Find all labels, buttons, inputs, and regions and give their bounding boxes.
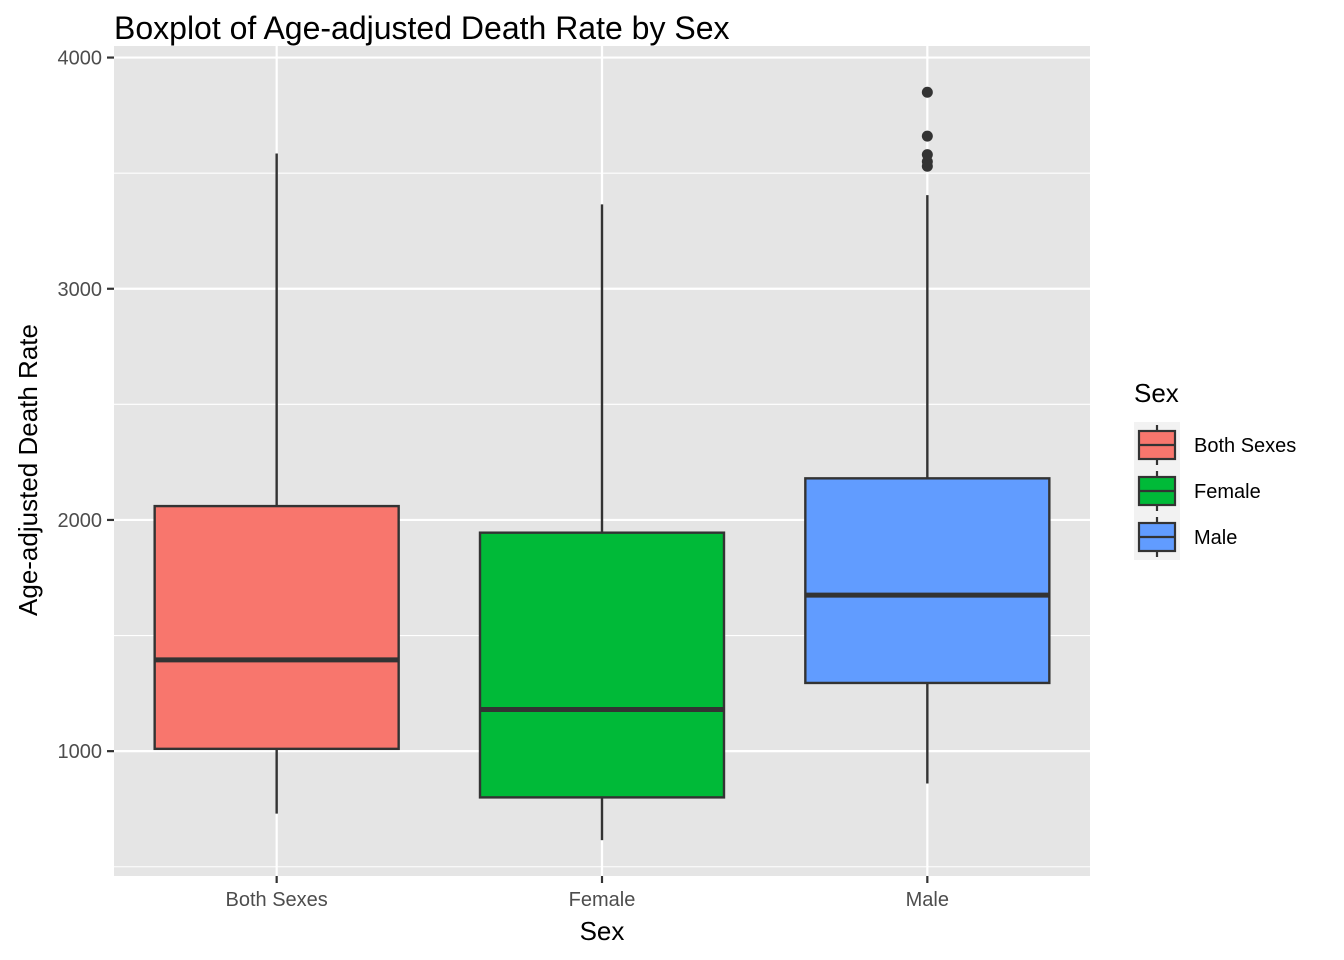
y-tick-label: 3000 xyxy=(58,279,103,301)
x-axis-title: Sex xyxy=(580,916,625,946)
legend-label: Male xyxy=(1194,527,1237,549)
legend-item-both-sexes: Both Sexes xyxy=(1134,422,1296,468)
legend-item-male: Male xyxy=(1134,514,1237,560)
box-female xyxy=(478,204,726,841)
legend-label: Both Sexes xyxy=(1194,435,1296,457)
y-tick-label: 4000 xyxy=(58,48,103,70)
x-tick-label: Male xyxy=(906,889,949,911)
chart-title: Boxplot of Age-adjusted Death Rate by Se… xyxy=(114,10,730,46)
x-tick-label: Female xyxy=(569,889,636,911)
y-tick-label: 1000 xyxy=(58,741,103,763)
x-tick-label: Both Sexes xyxy=(226,889,328,911)
box-body xyxy=(153,504,400,751)
x-axis: Both Sexes Female Male xyxy=(226,876,949,911)
legend-label: Female xyxy=(1194,481,1261,503)
y-axis-title: Age-adjusted Death Rate xyxy=(13,324,43,616)
legend-item-female: Female xyxy=(1134,468,1261,514)
y-tick-label: 2000 xyxy=(58,510,103,532)
box-both-sexes xyxy=(153,153,400,814)
box-male xyxy=(804,86,1051,784)
legend-title: Sex xyxy=(1134,378,1179,408)
box-series xyxy=(153,86,1051,841)
box-body xyxy=(478,531,726,799)
box-body xyxy=(804,477,1051,685)
y-axis: 1000 2000 3000 4000 xyxy=(58,48,114,763)
outlier-point xyxy=(921,86,933,98)
legend: Sex Both Sexes Female Male xyxy=(1134,378,1296,560)
outlier-point xyxy=(921,130,933,142)
outlier-point xyxy=(921,149,933,161)
